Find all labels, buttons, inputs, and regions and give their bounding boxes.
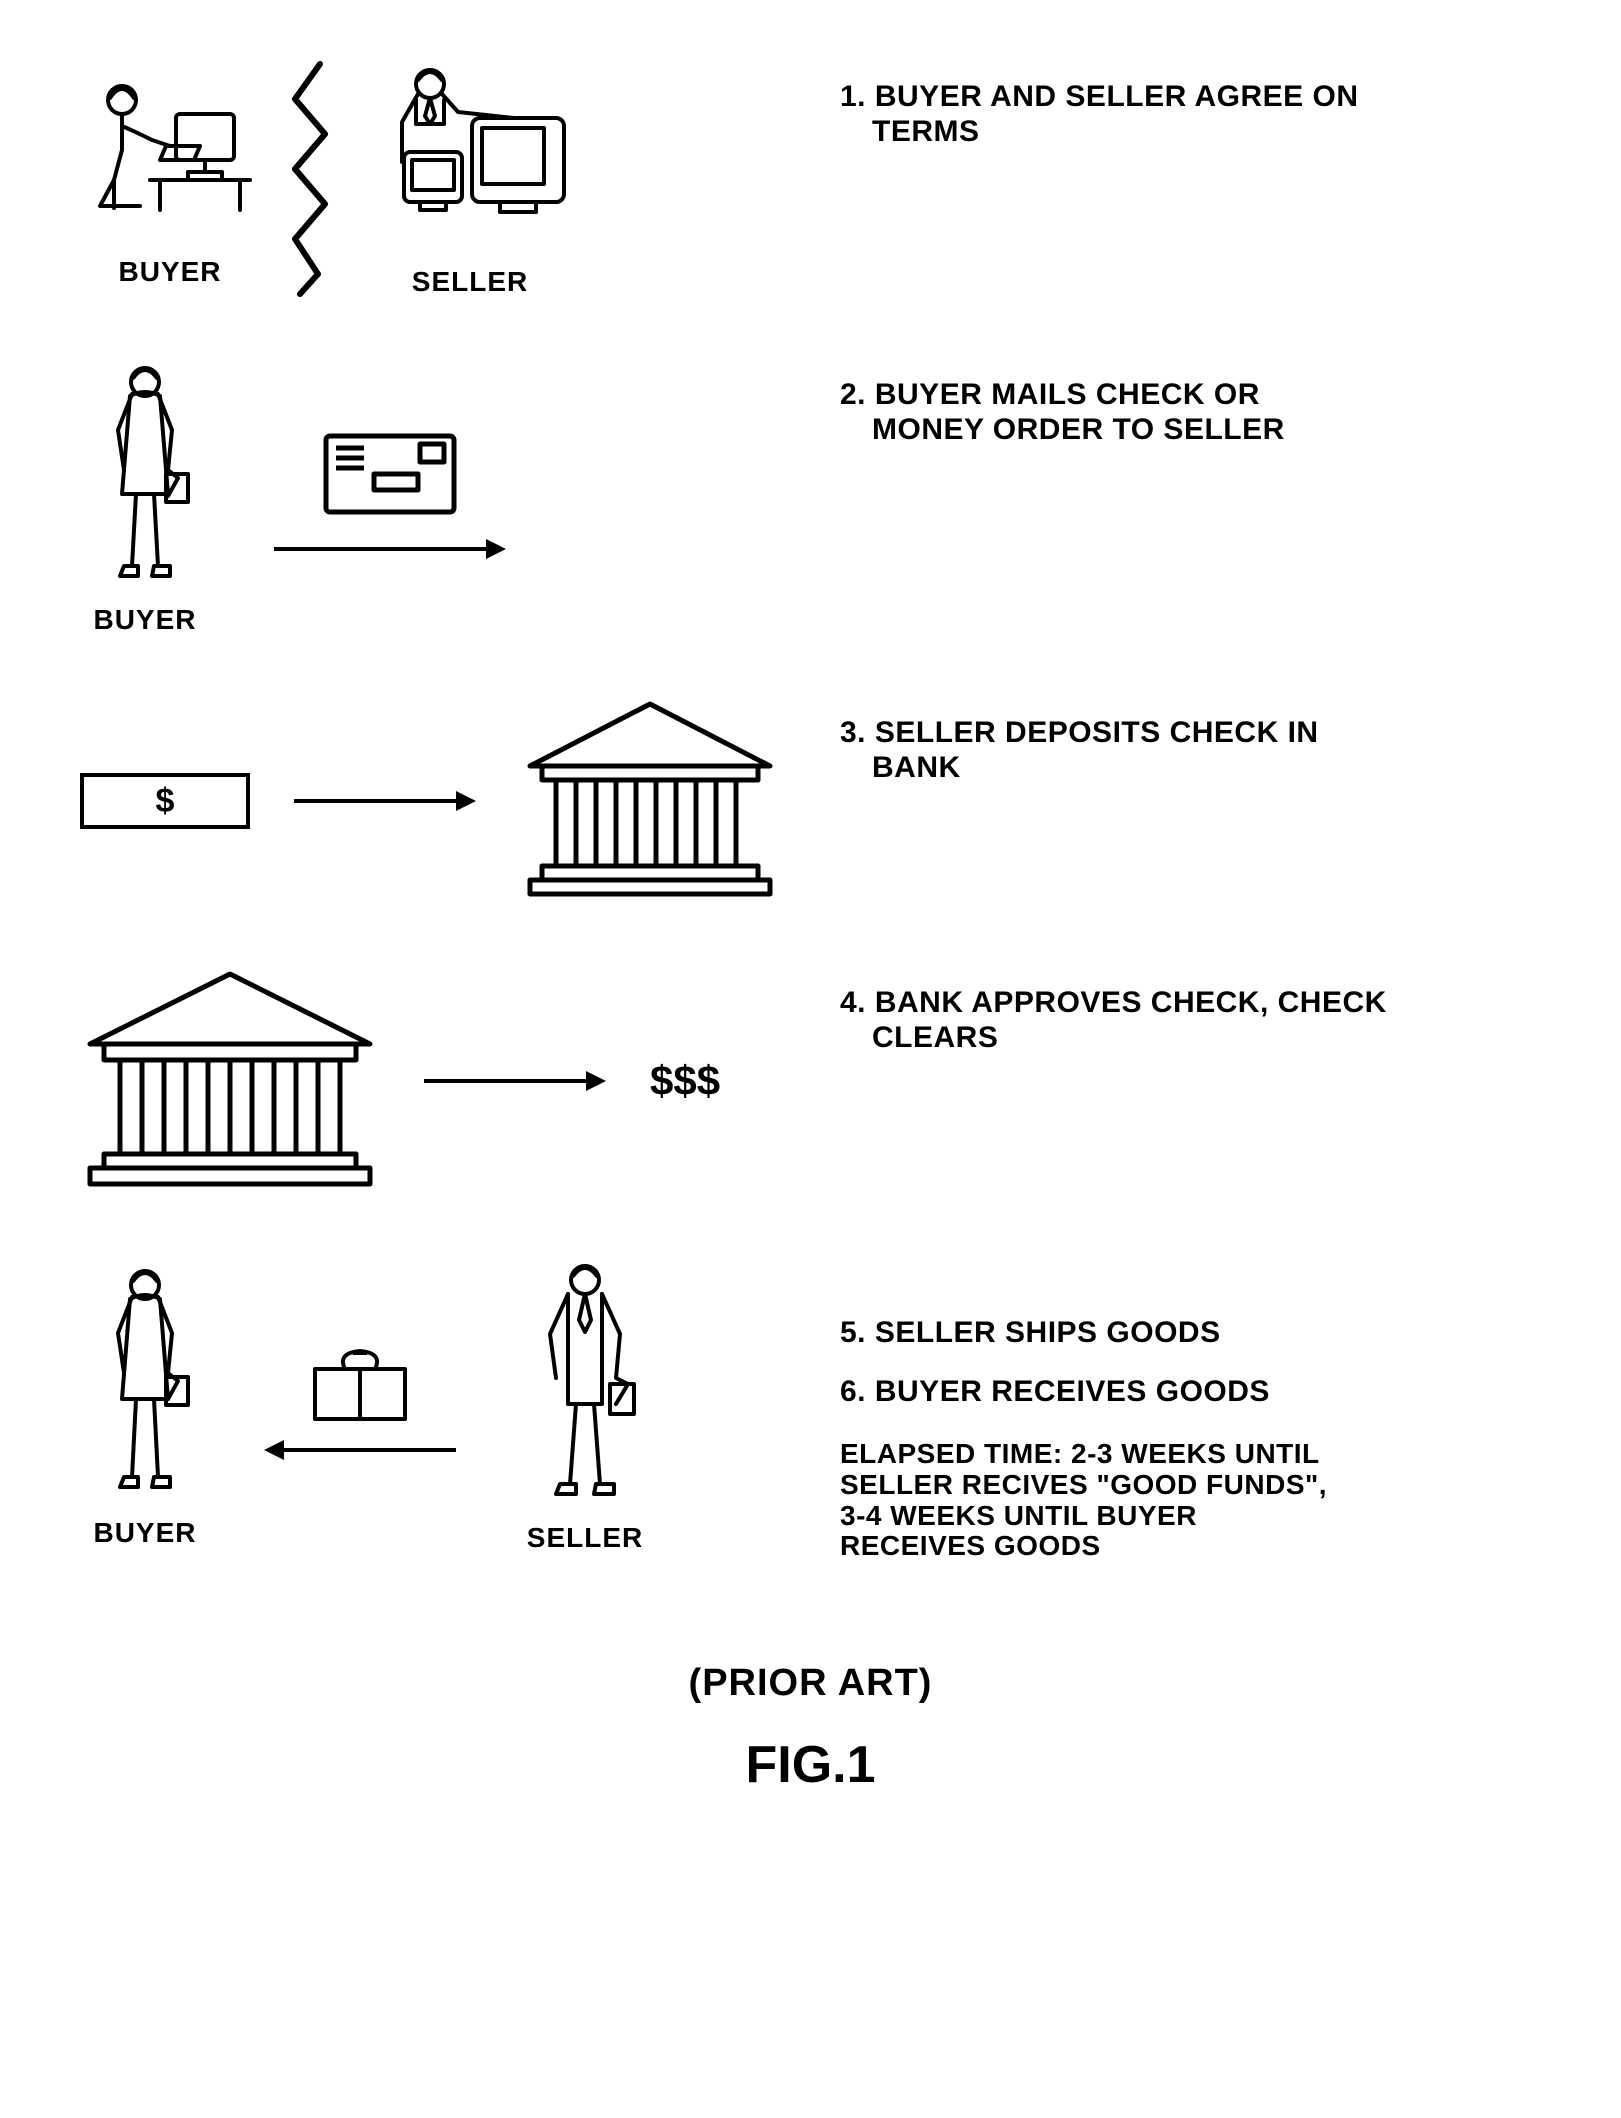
step-4-line2: CLEARS bbox=[840, 1021, 1541, 1056]
step-4-line1: 4. BANK APPROVES CHECK, CHECK bbox=[840, 986, 1387, 1019]
step-2-line2: MONEY ORDER TO SELLER bbox=[840, 413, 1541, 448]
seller-at-computers-icon bbox=[360, 60, 580, 260]
step-4-row: $$$ 4. BANK APPROVES CHECK, CHECK CLEARS bbox=[80, 966, 1541, 1196]
step-2-illustration: BUYER bbox=[80, 358, 800, 636]
arrow-right-icon bbox=[270, 534, 510, 564]
bank-icon bbox=[520, 696, 780, 906]
figure-caption: (PRIOR ART) FIG.1 bbox=[80, 1662, 1541, 1795]
step-1-line1: 1. BUYER AND SELLER AGREE ON bbox=[840, 80, 1359, 113]
step-3-line1: 3. SELLER DEPOSITS CHECK IN bbox=[840, 716, 1319, 749]
step-4-text: 4. BANK APPROVES CHECK, CHECK CLEARS bbox=[840, 986, 1541, 1055]
buyer-label-3: BUYER bbox=[93, 1517, 196, 1549]
step-1-text: 1. BUYER AND SELLER AGREE ON TERMS bbox=[840, 80, 1541, 149]
zigzag-separator-icon bbox=[280, 64, 340, 294]
step-1-line2: TERMS bbox=[840, 115, 1541, 150]
step-5-illustration: BUYER bbox=[80, 1256, 800, 1554]
buyer-standing-icon bbox=[80, 358, 210, 598]
step-2-line1: 2. BUYER MAILS CHECK OR bbox=[840, 378, 1260, 411]
package-icon bbox=[305, 1345, 415, 1425]
buyer-label: BUYER bbox=[118, 256, 221, 288]
step-5-text: 5. SELLER SHIPS GOODS bbox=[840, 1316, 1541, 1351]
figure-number: FIG.1 bbox=[80, 1735, 1541, 1795]
seller-label: SELLER bbox=[412, 266, 528, 298]
arrow-left-icon bbox=[260, 1435, 460, 1465]
check-dollar-sign: $ bbox=[156, 782, 175, 821]
seller-label-2: SELLER bbox=[527, 1522, 643, 1554]
prior-art-label: (PRIOR ART) bbox=[80, 1662, 1541, 1705]
step-1-illustration: BUYER bbox=[80, 60, 800, 298]
step-3-illustration: $ bbox=[80, 696, 800, 906]
buyer-standing-icon bbox=[80, 1261, 210, 1511]
step-1-row: BUYER bbox=[80, 60, 1541, 298]
summary-line4: RECEIVES GOODS bbox=[840, 1530, 1101, 1561]
step-5-row: BUYER bbox=[80, 1256, 1541, 1562]
seller-standing-icon bbox=[510, 1256, 660, 1516]
step-3-line2: BANK bbox=[840, 751, 1541, 786]
step-3-row: $ bbox=[80, 696, 1541, 906]
step-2-row: BUYER 2. BUYER MAILS CH bbox=[80, 358, 1541, 636]
bank-icon bbox=[80, 966, 380, 1196]
step-6-text: 6. BUYER RECEIVES GOODS bbox=[840, 1375, 1541, 1410]
arrow-right-icon bbox=[420, 1066, 610, 1096]
elapsed-time-summary: ELAPSED TIME: 2-3 WEEKS UNTIL SELLER REC… bbox=[840, 1439, 1541, 1562]
step-3-text: 3. SELLER DEPOSITS CHECK IN BANK bbox=[840, 716, 1541, 785]
money-symbol: $$$ bbox=[650, 1057, 720, 1105]
step-4-illustration: $$$ bbox=[80, 966, 800, 1196]
buyer-label-2: BUYER bbox=[93, 604, 196, 636]
summary-line2: SELLER RECIVES "GOOD FUNDS", bbox=[840, 1469, 1327, 1500]
arrow-right-icon bbox=[290, 786, 480, 816]
step-2-text: 2. BUYER MAILS CHECK OR MONEY ORDER TO S… bbox=[840, 378, 1541, 447]
buyer-at-computer-icon bbox=[80, 70, 260, 250]
summary-line3: 3-4 WEEKS UNTIL BUYER bbox=[840, 1500, 1197, 1531]
envelope-icon bbox=[320, 430, 460, 520]
check-icon: $ bbox=[80, 773, 250, 829]
summary-line1: ELAPSED TIME: 2-3 WEEKS UNTIL bbox=[840, 1438, 1320, 1469]
